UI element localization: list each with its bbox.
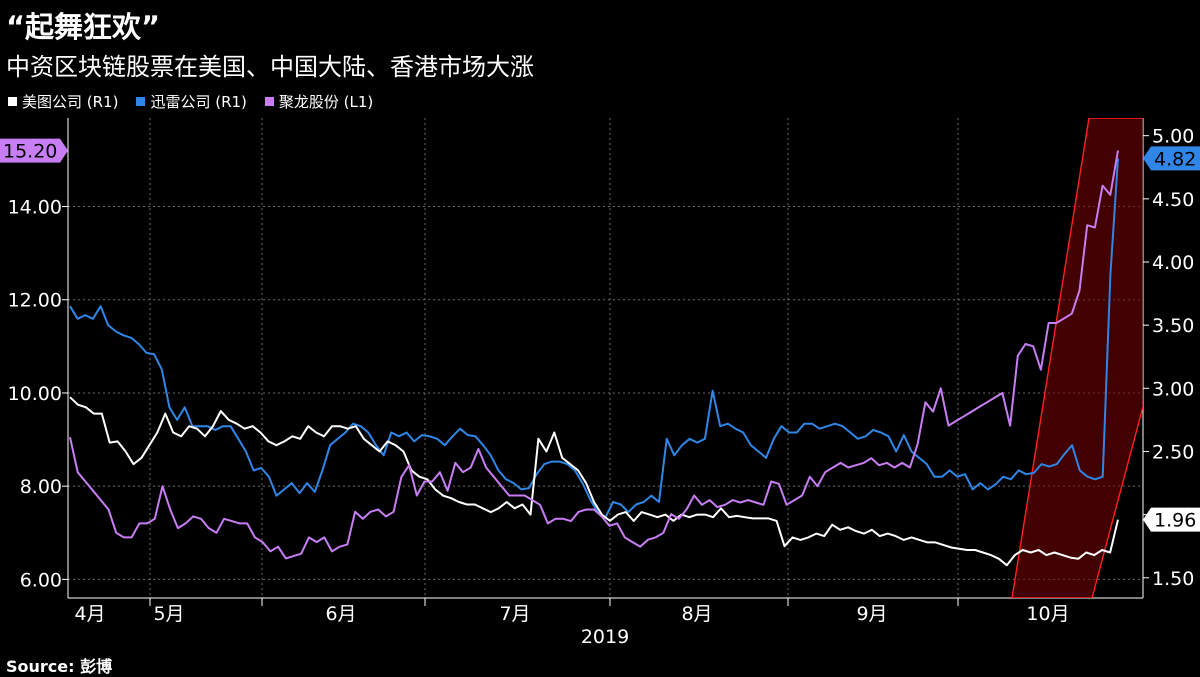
legend-item-julong: 聚龙股份 (L1) [264,91,374,112]
last-value-label-left: 15.20 [3,141,57,163]
left-tick-label: 6.00 [20,569,62,591]
chart-subtitle: 中资区块链股票在美国、中国大陆、香港市场大涨 [6,53,534,81]
series-line-xunlei [69,158,1119,519]
left-tick-label: 8.00 [20,476,62,498]
x-tick-label: 7月 [499,603,530,625]
last-value-label-meitu-tag [1143,507,1200,532]
x-tick-label: 5月 [153,603,184,625]
right-tick-label: 2.50 [1152,441,1194,463]
x-tick-label: 8月 [681,603,712,625]
right-tick-label: 3.00 [1152,378,1194,400]
x-tick-label: 10月 [1026,603,1069,625]
x-axis-label: 2019 [581,626,629,648]
left-tick-label: 14.00 [8,197,62,219]
legend-swatch-xunlei [136,97,146,106]
last-value-tag-left [0,138,68,163]
right-tick-label: 4.50 [1152,189,1194,211]
highlight-channel [1011,118,1143,598]
last-value-label-meitu: 1.96 [1154,510,1196,532]
legend-label-julong: 聚龙股份 (L1) [278,93,374,111]
left-tick-label: 10.00 [8,383,62,405]
legend: 美图公司 (R1) 迅雷公司 (R1) 聚龙股份 (L1) [8,91,373,112]
highlight-group [1011,118,1143,598]
x-tick-label: 9月 [856,603,887,625]
x-tick-label: 6月 [325,603,356,625]
legend-item-xunlei: 迅雷公司 (R1) [136,91,247,112]
legend-item-meitu: 美图公司 (R1) [8,91,118,112]
x-tick-label: 4月 [74,603,105,625]
legend-swatch-meitu [8,97,17,106]
last-value-label-xunlei: 4.82 [1154,148,1196,170]
last-value-label-xunlei-tag [1143,146,1200,171]
right-tick-label: 1.50 [1152,568,1194,590]
series-line-julong [69,150,1119,560]
source-note: Source: 彭博 [6,657,113,676]
series-line-meitu [69,396,1119,567]
right-tick-label: 4.00 [1152,252,1194,274]
chart-title: “起舞狂欢” [6,10,161,44]
legend-label-meitu: 美图公司 (R1) [22,93,119,111]
left-tick-label: 12.00 [8,290,62,312]
right-tick-label: 5.00 [1152,126,1194,148]
legend-label-xunlei: 迅雷公司 (R1) [150,93,247,111]
legend-swatch-julong [264,97,274,106]
right-tick-label: 3.50 [1152,315,1194,337]
